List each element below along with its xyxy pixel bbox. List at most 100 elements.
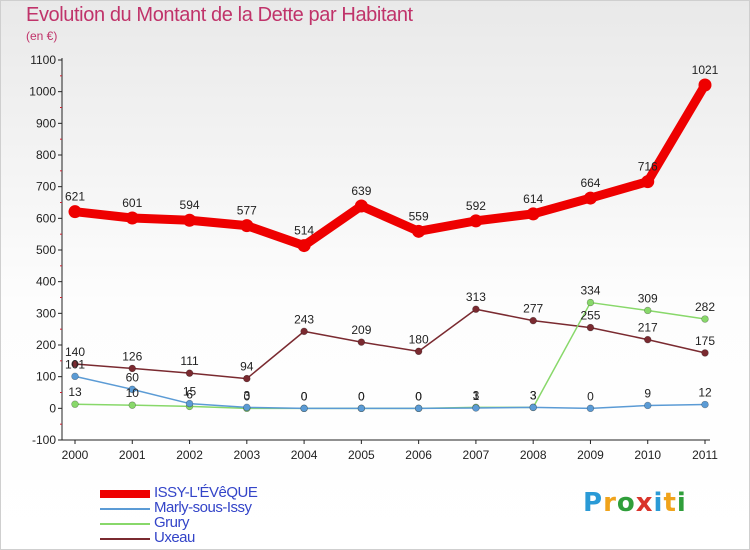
data-point-1: [472, 404, 480, 412]
data-label-0: 594: [180, 198, 200, 212]
data-label-3: 175: [695, 334, 715, 348]
legend-item-issy: ISSY-L'ÉVêQUE: [100, 484, 320, 501]
data-label-1: 9: [644, 386, 651, 400]
data-label-2: 0: [243, 389, 250, 403]
data-point-3: [71, 360, 79, 368]
data-label-3: 126: [122, 349, 142, 363]
proxiti-logo: Proxiti: [583, 488, 687, 518]
data-label-2: 10: [126, 386, 140, 400]
data-label-3: 243: [294, 312, 314, 326]
data-label-0: 514: [294, 224, 314, 238]
legend-item-marly: Marly-sous-Issy: [100, 499, 320, 516]
series-line-0: [70, 80, 710, 251]
data-label-2: 6: [186, 387, 193, 401]
data-point-0: [526, 207, 540, 221]
data-point-3: [701, 349, 709, 357]
data-label-3: 313: [466, 290, 486, 304]
data-point-2: [71, 400, 79, 408]
data-point-2: [701, 315, 709, 323]
data-label-1: 0: [587, 389, 594, 403]
logo-letter: o: [616, 488, 636, 518]
y-tick-label: 900: [36, 116, 56, 130]
legend-item-uxeau: Uxeau: [100, 529, 320, 546]
data-label-0: 592: [466, 199, 486, 213]
data-point-3: [586, 323, 595, 332]
data-point-0: [297, 239, 311, 253]
data-label-1: 3: [530, 388, 537, 402]
data-label-1: 12: [698, 386, 712, 400]
data-label-1: 3: [243, 388, 250, 402]
data-point-2: [128, 401, 136, 409]
x-tick-label: 2000: [62, 448, 89, 462]
data-point-1: [357, 404, 366, 413]
data-label-1: 15: [183, 385, 197, 399]
data-label-3: 277: [523, 302, 543, 316]
data-point-2: [586, 298, 595, 307]
legend-item-grury: Grury: [100, 514, 320, 531]
chart-title: Evolution du Montant de la Dette par Hab…: [26, 4, 413, 26]
y-tick-label: 1000: [29, 85, 56, 99]
data-point-3: [185, 369, 194, 377]
data-point-3: [644, 335, 652, 344]
legend-swatch-uxeau: [100, 538, 150, 540]
legend-swatch-marly: [100, 508, 150, 510]
data-label-2: 0: [358, 389, 365, 403]
logo-letter: x: [635, 488, 654, 518]
y-tick-label: 400: [36, 275, 56, 289]
x-tick-label: 2008: [520, 448, 547, 462]
x-tick-label: 2006: [405, 448, 432, 462]
data-point-1: [71, 372, 79, 381]
y-tick-label: 1100: [30, 53, 56, 67]
legend-label-issy: ISSY-L'ÉVêQUE: [154, 484, 258, 501]
data-label-2: 0: [415, 389, 422, 403]
data-label-0: 614: [523, 192, 543, 206]
data-point-1: [586, 404, 595, 413]
data-point-1: [529, 403, 537, 412]
x-tick-label: 2002: [176, 448, 203, 462]
legend-label-marly: Marly-sous-Issy: [154, 499, 252, 516]
x-tick-label: 2007: [463, 448, 490, 462]
data-label-2: 13: [68, 385, 82, 399]
logo-letter: i: [653, 488, 664, 518]
data-label-1: 0: [415, 389, 422, 403]
data-point-3: [357, 338, 366, 346]
x-tick-label: 2003: [233, 448, 260, 462]
y-tick-label: 700: [36, 180, 56, 194]
data-label-3: 255: [580, 309, 600, 323]
data-label-0: 577: [237, 204, 257, 218]
data-label-2: 309: [638, 291, 658, 305]
data-point-0: [641, 175, 655, 189]
data-label-0: 621: [65, 190, 85, 204]
y-tick-label: 300: [36, 306, 56, 320]
y-tick-label: 100: [36, 370, 56, 384]
data-label-0: 1021: [692, 63, 719, 77]
data-label-3: 180: [409, 332, 429, 346]
data-point-3: [243, 374, 251, 383]
data-point-0: [698, 78, 712, 92]
x-tick-label: 2009: [577, 448, 604, 462]
data-label-3: 217: [638, 321, 658, 335]
series-line-3: [74, 308, 706, 380]
data-label-3: 94: [240, 360, 254, 374]
y-tick-label: 500: [36, 243, 56, 257]
data-label-0: 559: [409, 209, 429, 223]
data-point-3: [414, 347, 423, 356]
data-label-2: 3: [530, 388, 537, 402]
y-tick-label: -100: [32, 433, 56, 447]
data-label-0: 716: [638, 160, 658, 174]
data-point-1: [128, 385, 136, 394]
y-tick-label: 200: [36, 338, 56, 352]
data-label-2: 282: [695, 300, 715, 314]
legend-swatch-grury: [100, 523, 150, 525]
data-label-3: 140: [65, 345, 85, 359]
data-label-1: 1: [473, 389, 480, 403]
legend: ISSY-L'ÉVêQUE Marly-sous-Issy Grury Uxea…: [100, 484, 320, 546]
x-tick-label: 2001: [119, 448, 146, 462]
legend-swatch-issy: [100, 490, 150, 498]
data-point-0: [68, 205, 82, 219]
data-point-1: [414, 404, 423, 413]
data-point-3: [529, 316, 537, 325]
data-label-1: 0: [358, 389, 365, 403]
x-tick-label: 2004: [291, 448, 318, 462]
